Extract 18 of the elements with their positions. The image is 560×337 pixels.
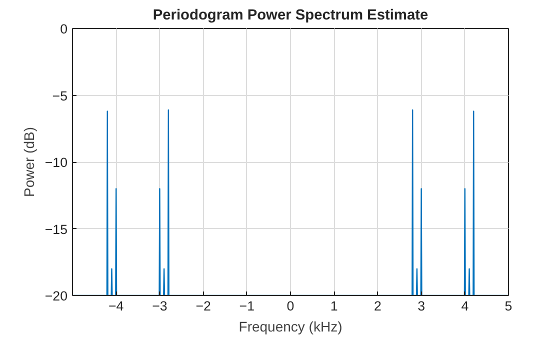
x-tick-label: −2 (196, 298, 211, 314)
x-tick-label: −3 (152, 298, 168, 314)
x-tick-label: 2 (374, 298, 382, 314)
x-tick-label: −4 (108, 298, 124, 314)
x-tick-label: −1 (239, 298, 255, 314)
y-tick-label: −5 (52, 88, 68, 104)
chart-title: Periodogram Power Spectrum Estimate (152, 8, 428, 24)
x-tick-label: 3 (418, 298, 426, 314)
y-tick-label: −10 (44, 155, 68, 170)
y-axis-title: Power (dB) (20, 126, 37, 198)
y-tick-label: −15 (44, 222, 68, 237)
y-tick-label: −20 (44, 288, 68, 304)
x-tick-label: 1 (330, 298, 338, 314)
y-tick-label: 0 (60, 22, 68, 36)
x-tick-label: 5 (504, 298, 512, 314)
x-axis-title: Frequency (kHz) (238, 318, 342, 334)
x-tick-label: 4 (461, 298, 470, 314)
x-tick-label: 0 (286, 298, 294, 314)
